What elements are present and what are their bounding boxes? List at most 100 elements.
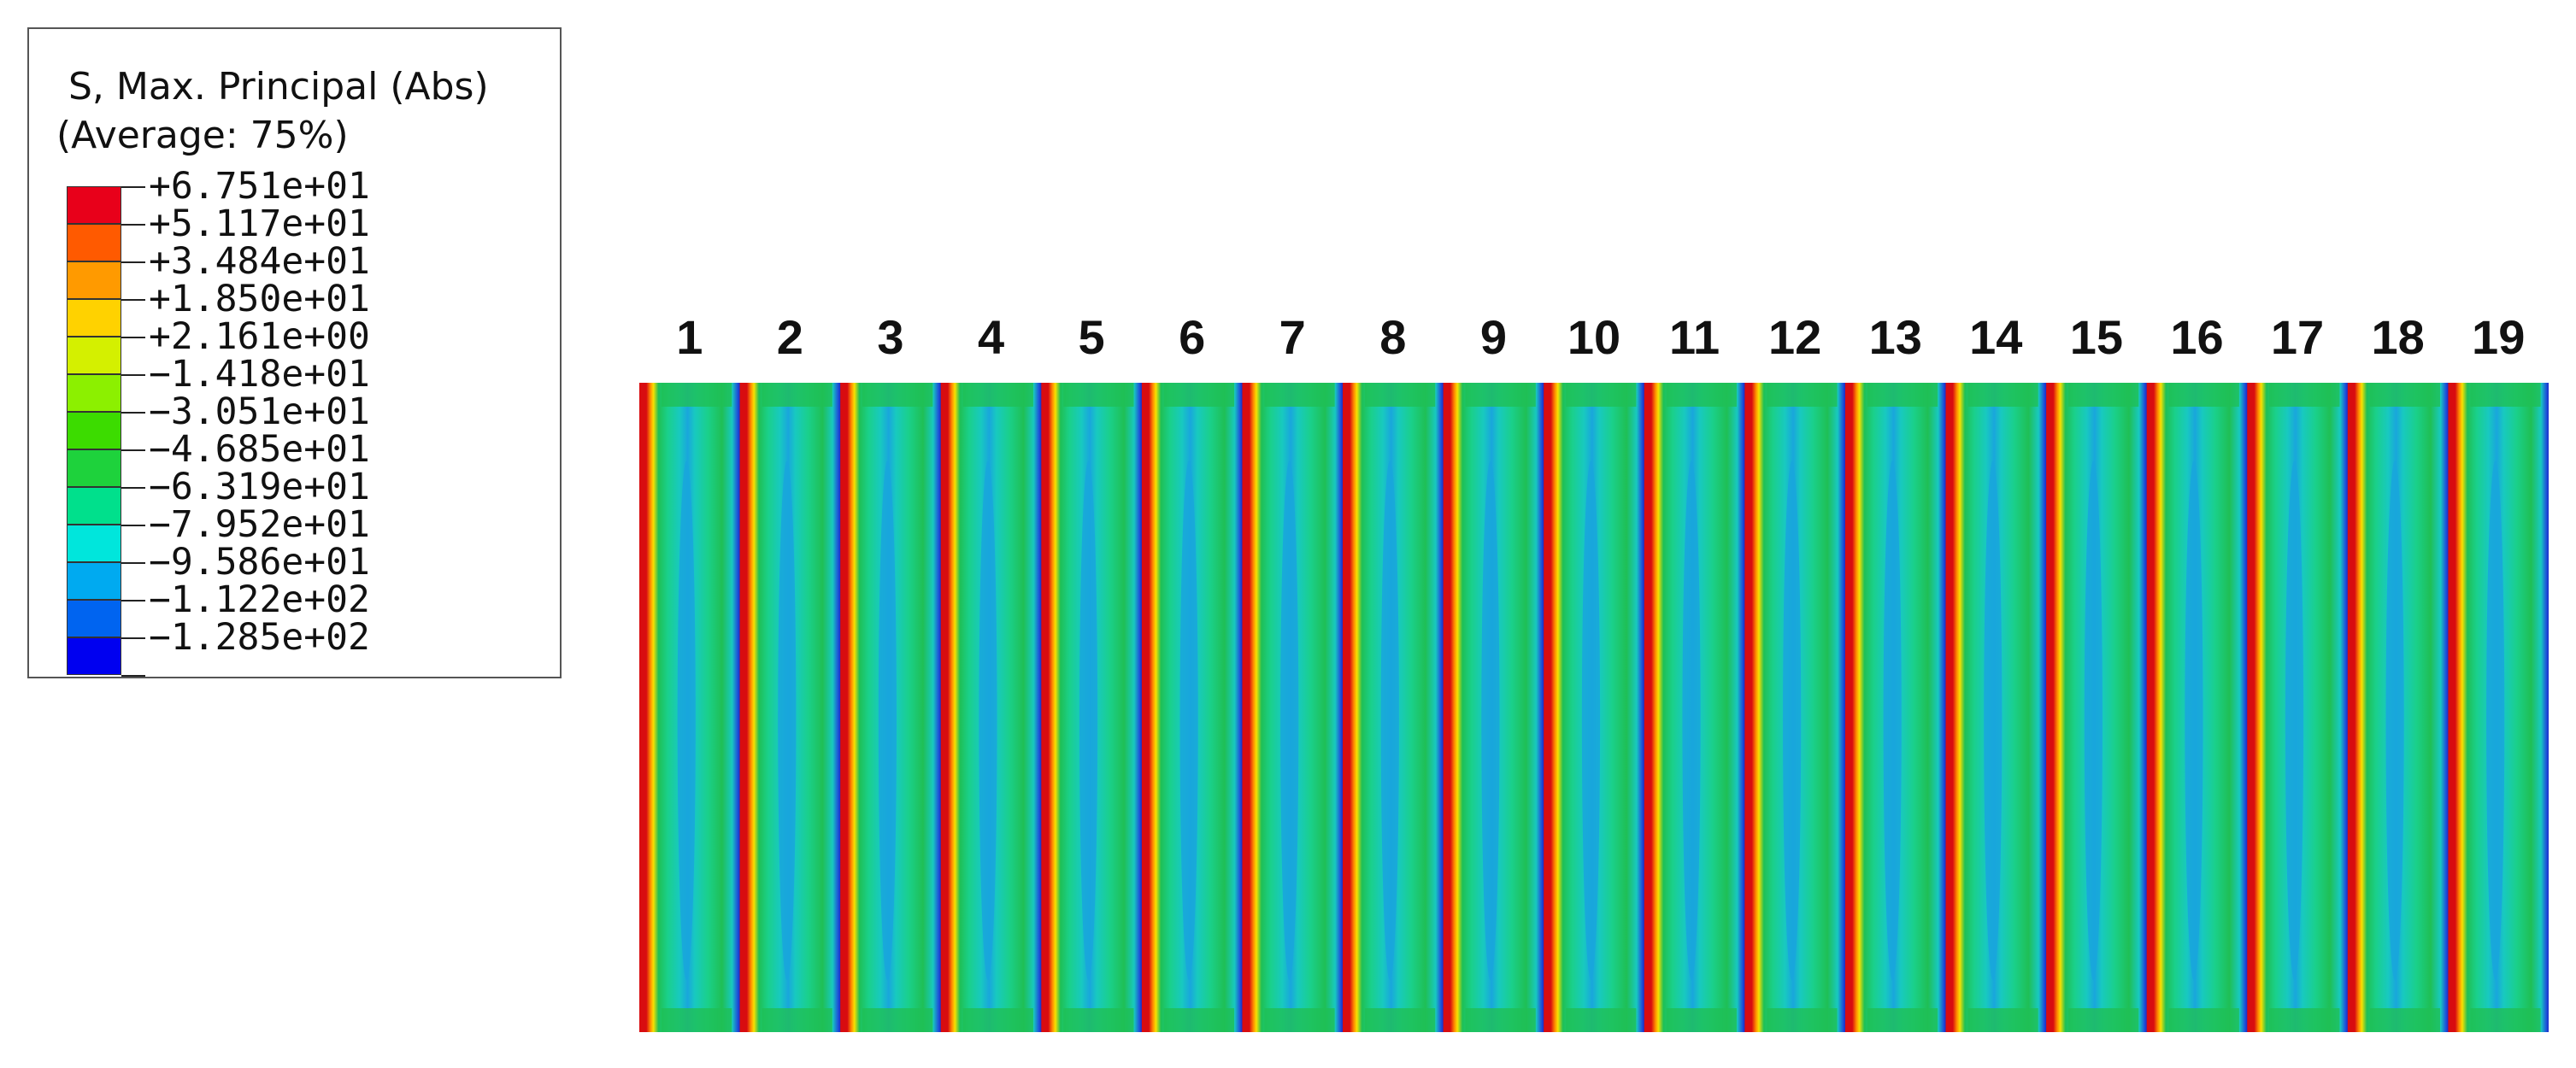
strip-number: 11 — [1668, 310, 1720, 364]
stress-valley — [1984, 461, 2003, 981]
legend-tick — [121, 600, 145, 601]
strip-end-band — [1767, 383, 1838, 407]
strip-end-band — [1566, 383, 1637, 407]
legend-tick — [121, 261, 145, 263]
strip-end-band — [2470, 383, 2541, 407]
strip-number: 19 — [2472, 310, 2526, 364]
stress-valley — [1179, 461, 1198, 981]
legend-tick — [121, 487, 145, 489]
stress-valley — [1079, 461, 1098, 981]
strip-end-band — [661, 383, 732, 407]
strip-end-band — [1264, 1008, 1335, 1032]
strip-end-band — [862, 1008, 933, 1032]
strip-end-band — [1967, 383, 2038, 407]
strip-number: 17 — [2270, 310, 2325, 364]
strip-end-band — [1566, 1008, 1637, 1032]
stress-valley — [1883, 461, 1902, 981]
legend-level-label: −3.051e+01 — [149, 390, 370, 433]
strip-end-band — [762, 1008, 832, 1032]
legend-tick — [121, 337, 145, 338]
stress-valley — [1682, 461, 1701, 981]
strip-number: 12 — [1768, 310, 1822, 364]
legend-swatch — [67, 600, 121, 637]
legend-color-scale — [67, 186, 121, 675]
strip-end-band — [661, 1008, 732, 1032]
legend-level-label: −1.122e+02 — [149, 578, 370, 621]
legend-tick — [121, 449, 145, 451]
legend-swatch — [67, 637, 121, 675]
strip-end-band — [1063, 383, 1134, 407]
strip-end-band — [2168, 383, 2239, 407]
legend-tick — [121, 224, 145, 226]
stress-valley — [2486, 461, 2505, 981]
strip-number: 15 — [2069, 310, 2124, 364]
legend-subtitle: (Average: 75%) — [56, 114, 349, 157]
strip-number: 6 — [1179, 310, 1206, 364]
legend-level-label: +1.850e+01 — [149, 278, 370, 320]
strip-end-band — [962, 1008, 1033, 1032]
legend-level-label: +5.117e+01 — [149, 202, 370, 245]
stress-valley — [1280, 461, 1299, 981]
strip-end-band — [1465, 383, 1536, 407]
stress-legend: S, Max. Principal (Abs) (Average: 75%) +… — [27, 27, 562, 678]
strip-end-band — [1867, 1008, 1938, 1032]
strip-number: 2 — [776, 310, 803, 364]
legend-swatch — [67, 261, 121, 299]
strip-number: 9 — [1479, 310, 1507, 364]
strip-end-band — [862, 383, 933, 407]
strip-end-band — [1867, 383, 1938, 407]
legend-level-label: −7.952e+01 — [149, 503, 370, 546]
strip-number: 8 — [1379, 310, 1407, 364]
stress-valley — [1783, 461, 1802, 981]
legend-level-label: −1.418e+01 — [149, 353, 370, 396]
legend-swatch — [67, 224, 121, 261]
strip-end-band — [1264, 383, 1335, 407]
legend-level-label: −4.685e+01 — [149, 428, 370, 471]
strip-number: 7 — [1279, 310, 1306, 364]
legend-title: S, Max. Principal (Abs) — [68, 65, 489, 109]
stress-valley — [2285, 461, 2304, 981]
legend-tick — [121, 525, 145, 526]
stress-valley — [2084, 461, 2103, 981]
legend-level-label: +2.161e+00 — [149, 315, 370, 358]
legend-level-label: −6.319e+01 — [149, 466, 370, 508]
stress-valley — [1581, 461, 1601, 981]
strip-end-band — [1465, 1008, 1536, 1032]
legend-swatch — [67, 412, 121, 449]
strip-end-band — [2269, 1008, 2340, 1032]
legend-tick — [121, 562, 145, 564]
strip-end-band — [1666, 383, 1737, 407]
strip-number: 1 — [676, 310, 703, 364]
strip-number: 16 — [2170, 310, 2224, 364]
strip-number: 10 — [1567, 310, 1621, 364]
strip-number: 5 — [1078, 310, 1105, 364]
strip-end-band — [1666, 1008, 1737, 1032]
strip-end-band — [2369, 1008, 2441, 1032]
strip-number: 13 — [1868, 310, 1922, 364]
legend-tick — [121, 675, 145, 677]
strip-end-band — [2067, 1008, 2139, 1032]
stress-valley — [979, 461, 997, 981]
strip-end-band — [762, 383, 832, 407]
legend-swatch — [67, 487, 121, 525]
legend-swatch — [67, 186, 121, 224]
strip-number: 3 — [877, 310, 904, 364]
stress-valley — [1380, 461, 1399, 981]
stress-contour-plate — [639, 383, 2549, 1032]
legend-tick — [121, 299, 145, 301]
legend-swatch — [67, 299, 121, 337]
strip-end-band — [1163, 383, 1235, 407]
legend-level-label: +6.751e+01 — [149, 165, 370, 208]
legend-tick — [121, 637, 145, 639]
strip-end-band — [2168, 1008, 2239, 1032]
strip-end-band — [1364, 1008, 1436, 1032]
legend-swatch — [67, 525, 121, 562]
legend-level-label: −9.586e+01 — [149, 541, 370, 584]
strip-end-band — [1967, 1008, 2038, 1032]
stress-valley — [778, 461, 797, 981]
legend-tick — [121, 186, 145, 188]
strip-number: 14 — [1969, 310, 2023, 364]
strip-end-band — [1364, 383, 1436, 407]
strip-end-band — [2067, 383, 2139, 407]
strip-end-band — [1767, 1008, 1838, 1032]
